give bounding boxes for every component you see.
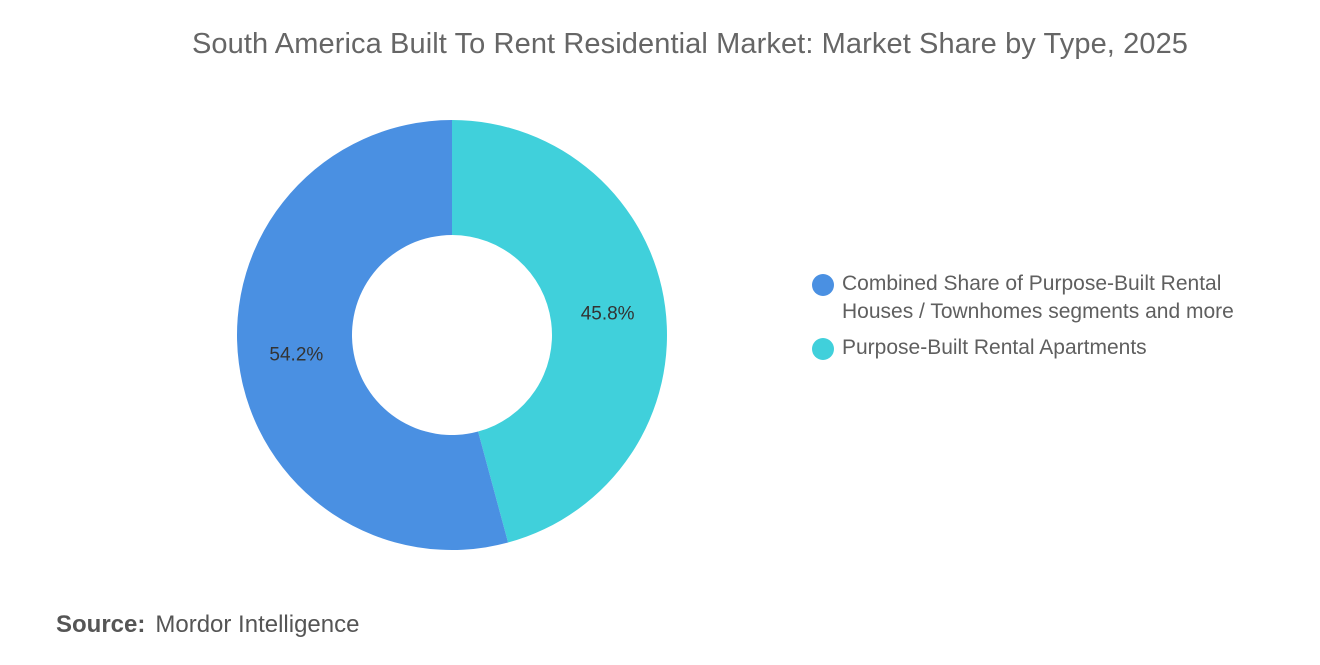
legend-swatch-apartments	[812, 338, 834, 360]
legend-label: Combined Share of Purpose-Built Rental H…	[842, 272, 1234, 323]
legend-item-apartments[interactable]: Purpose-Built Rental Apartments	[812, 334, 1292, 362]
source-label: Source:	[56, 611, 146, 638]
donut-slices	[236, 120, 667, 551]
chart-title: South America Built To Rent Residential …	[191, 28, 1189, 60]
legend-label: Purpose-Built Rental Apartments	[842, 336, 1147, 359]
slice-label-houses-townhomes: 54.2%	[269, 345, 323, 366]
source-note: Source: Mordor Intelligence	[56, 611, 359, 639]
legend-swatch-houses-townhomes	[812, 274, 834, 296]
source-value: Mordor Intelligence	[155, 611, 360, 638]
slice-apartments[interactable]	[452, 120, 667, 543]
slice-houses-townhomes[interactable]	[236, 120, 509, 551]
legend-item-houses-townhomes[interactable]: Combined Share of Purpose-Built Rental H…	[812, 270, 1292, 326]
slice-labels: 45.8% 54.2%	[269, 303, 634, 365]
legend: Combined Share of Purpose-Built Rental H…	[812, 270, 1292, 370]
slice-label-apartments: 45.8%	[581, 303, 635, 324]
